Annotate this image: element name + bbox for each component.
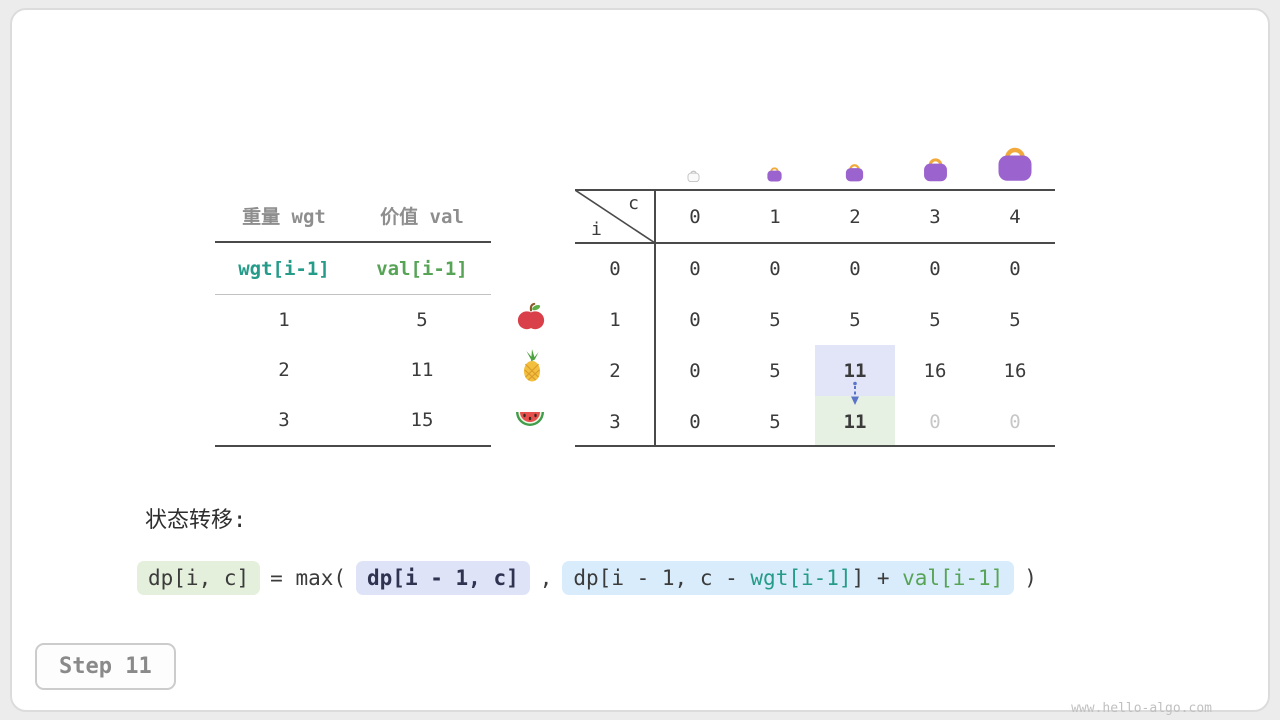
- dp-row-header-0: 0: [609, 257, 621, 280]
- watermelon-icon: [516, 412, 544, 426]
- transition-heading: 状态转移:: [145, 508, 247, 533]
- items-var-wgt: wgt[i-1]: [238, 257, 330, 280]
- dp-cell-r0c3: 0: [929, 257, 941, 280]
- dp-cell-r2c1: 5: [769, 359, 781, 382]
- items-col-header-value: 价值 val: [380, 206, 464, 228]
- items-table: 重量 wgt 价值 val wgt[i-1] val[i-1] 1 5 2 11…: [215, 190, 491, 447]
- formula-arg1-chip: dp[i - 1, c]: [356, 561, 530, 595]
- dp-cell-r2c4: 16: [1003, 359, 1027, 382]
- formula-arg2-wgt: wgt[i-1]: [750, 566, 852, 590]
- formula-lhs-chip: dp[i, c]: [137, 561, 261, 595]
- dp-corner-row-var: i: [591, 219, 602, 240]
- dp-rule-top: [575, 189, 1055, 191]
- dp-cell-r3c4: 0: [1009, 410, 1021, 433]
- transition-formula: dp[i, c] = max( dp[i - 1, c] , dp[i - 1,…: [137, 561, 1037, 595]
- dp-col-header-2: 2: [849, 205, 861, 228]
- dp-cell-r2c3: 16: [923, 359, 947, 382]
- formula-operator: = max(: [270, 566, 347, 590]
- formula-arg2-pre: dp[i - 1, c -: [573, 566, 751, 590]
- items-var-val: val[i-1]: [376, 257, 468, 280]
- step-badge: Step 11: [35, 643, 176, 690]
- dp-cell-r2c0: 0: [689, 359, 701, 382]
- formula-arg2-chip: dp[i - 1, c - wgt[i-1]] + val[i-1]: [562, 561, 1015, 595]
- dp-corner-cell: c i: [575, 190, 655, 243]
- dp-cell-r3c0: 0: [689, 410, 701, 433]
- bag-icon-capacity-0: [687, 170, 700, 182]
- formula-arg2-val: val[i-1]: [902, 566, 1004, 590]
- dp-corner-col-var: c: [628, 193, 639, 214]
- corner-diagonal-line: [575, 190, 655, 243]
- dp-cell-r1c0: 0: [689, 308, 701, 331]
- items-table-rule-mid: [215, 294, 491, 295]
- formula-arg2-mid: ] +: [851, 566, 903, 590]
- dp-rule-vertical: [654, 189, 656, 447]
- formula-closing: ): [1024, 566, 1037, 590]
- dp-col-header-1: 1: [769, 205, 781, 228]
- formula-separator: ,: [539, 566, 553, 590]
- watermark: www.hello-algo.com: [1071, 701, 1212, 716]
- dp-table: c i 0 1 2 3 4 0 0 0 0 0 0 1 0 5 5 5 5 2 …: [575, 190, 1055, 447]
- bag-icon-capacity-3: [924, 158, 947, 182]
- dp-cell-r0c2: 0: [849, 257, 861, 280]
- dp-cell-r1c4: 5: [1009, 308, 1021, 331]
- dp-cell-r0c0: 0: [689, 257, 701, 280]
- dp-col-header-4: 4: [1009, 205, 1021, 228]
- item-2-value: 11: [410, 359, 434, 381]
- bag-icon-capacity-4: [998, 147, 1032, 181]
- item-2-weight: 2: [278, 359, 290, 381]
- dp-rule-bottom: [575, 445, 1055, 447]
- dp-col-header-0: 0: [689, 205, 701, 228]
- pineapple-icon: [523, 349, 541, 382]
- items-row-1: 1 5: [215, 295, 491, 345]
- dp-cell-r0c1: 0: [769, 257, 781, 280]
- items-col-header-weight: 重量 wgt: [242, 206, 326, 228]
- items-table-rule-top: [215, 241, 491, 243]
- transition-arrow-icon: [851, 381, 859, 405]
- items-row-3: 3 15: [215, 395, 491, 445]
- dp-cell-r1c3: 5: [929, 308, 941, 331]
- bag-icon-capacity-2: [845, 164, 864, 182]
- dp-row-header-3: 3: [609, 410, 621, 433]
- dp-row-header-2: 2: [609, 359, 621, 382]
- item-1-weight: 1: [278, 309, 290, 331]
- dp-col-header-3: 3: [929, 205, 941, 228]
- item-3-value: 15: [410, 409, 434, 431]
- dp-cell-r3c1: 5: [769, 410, 781, 433]
- apple-icon: [517, 302, 545, 330]
- items-row-2: 2 11: [215, 345, 491, 395]
- dp-row-header-1: 1: [609, 308, 621, 331]
- dp-cell-r1c2: 5: [849, 308, 861, 331]
- dp-cell-r0c4: 0: [1009, 257, 1021, 280]
- bag-icon-capacity-1: [767, 167, 782, 182]
- dp-cell-r3c3: 0: [929, 410, 941, 433]
- item-1-value: 5: [416, 309, 428, 331]
- item-3-weight: 3: [278, 409, 290, 431]
- dp-rule-header: [575, 242, 1055, 244]
- items-table-rule-bottom: [215, 445, 491, 447]
- dp-cell-r1c1: 5: [769, 308, 781, 331]
